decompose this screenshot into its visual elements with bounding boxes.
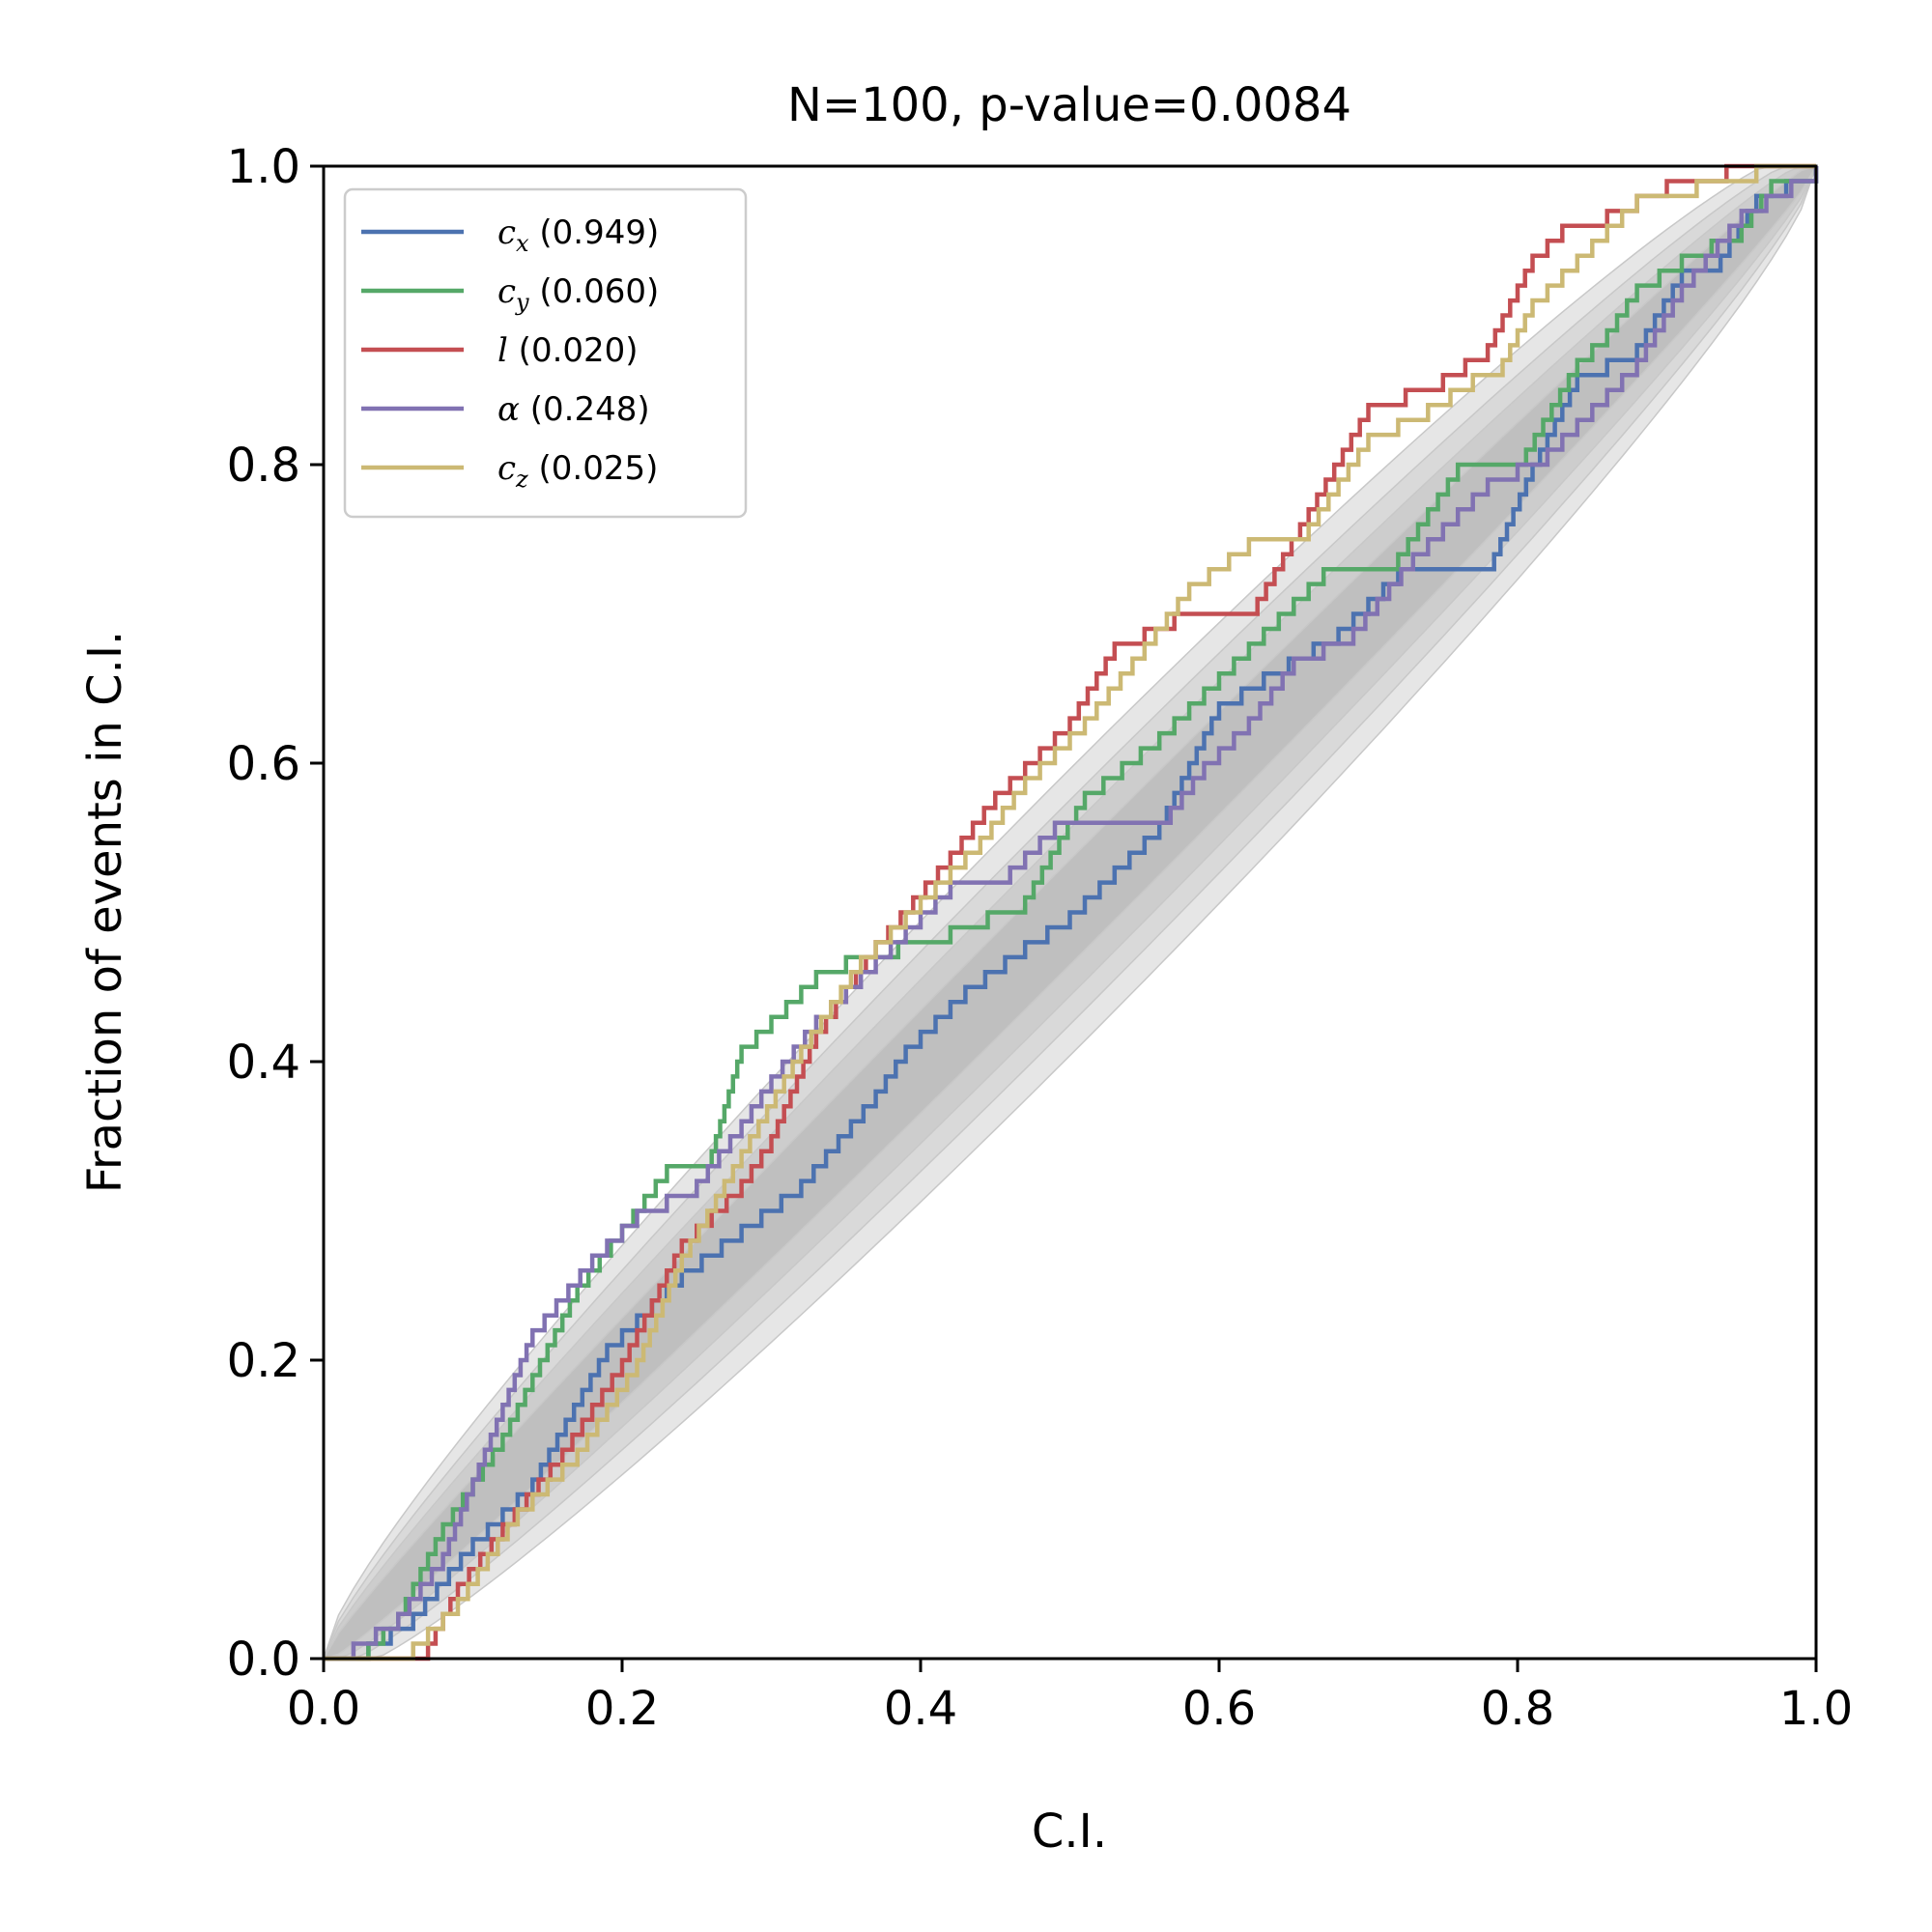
y-axis: 0.0 0.2 0.4 0.6 0.8 1.0	[227, 140, 324, 1687]
chart-title: N=100, p-value=0.0084	[787, 78, 1351, 132]
plot-frame	[322, 164, 1818, 1661]
y-axis-label: Fraction of events in C.I.	[78, 631, 132, 1194]
legend-label: α (0.248)	[497, 390, 650, 429]
x-tick-label: 0.0	[287, 1682, 360, 1736]
legend-label: l (0.020)	[497, 331, 639, 370]
legend-label: cy (0.060)	[497, 272, 659, 316]
y-tick-label: 0.0	[227, 1633, 300, 1687]
x-tick-label: 0.6	[1182, 1682, 1256, 1736]
series-line-1	[324, 166, 1819, 1662]
series-line-2	[324, 166, 1819, 1662]
x-tick-label: 1.0	[1779, 1682, 1853, 1736]
x-tick-label: 0.2	[585, 1682, 659, 1736]
y-tick-label: 0.8	[227, 439, 300, 493]
y-tick-label: 0.2	[227, 1334, 300, 1388]
legend-label: cx (0.949)	[497, 213, 659, 257]
series-lines	[324, 163, 1819, 1662]
y-tick-label: 0.6	[227, 737, 300, 791]
y-tick-label: 1.0	[227, 140, 300, 194]
series-line-4	[324, 166, 1819, 1662]
x-tick-label: 0.4	[884, 1682, 957, 1736]
x-axis: 0.0 0.2 0.4 0.6 0.8 1.0	[287, 1659, 1853, 1736]
legend: cx (0.949) cy (0.060) l (0.020) α (0.248) cz…	[343, 187, 748, 519]
legend-label: cz (0.025)	[497, 449, 658, 493]
x-tick-label: 0.8	[1481, 1682, 1554, 1736]
series-line-5	[324, 163, 1816, 1662]
y-tick-label: 0.4	[227, 1036, 300, 1090]
x-axis-label: C.I.	[1032, 1804, 1107, 1859]
legend-box	[343, 187, 748, 519]
